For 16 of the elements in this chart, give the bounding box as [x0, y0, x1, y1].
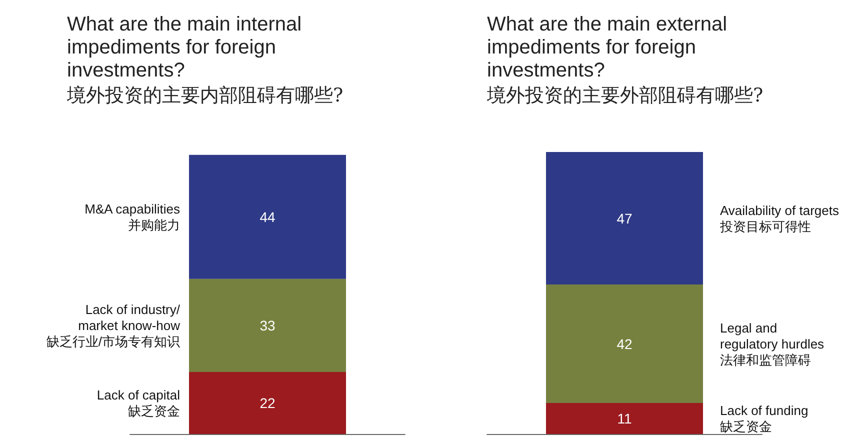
chart-subtitle: 境外投资的主要内部阻碍有哪些? — [66, 84, 344, 106]
series-label: Lack of funding 缺乏资金 — [720, 402, 808, 434]
chart-subtitle: 境外投资的主要外部阻碍有哪些? — [486, 84, 764, 106]
data-label: 44 — [260, 208, 276, 225]
data-label: 42 — [616, 336, 632, 352]
data-label: 33 — [260, 317, 276, 334]
series-label: Lack of industry/ market know-how 缺乏行业/市场专有知识 — [46, 302, 181, 349]
series-label: Availability of targets 投资目标可得性 — [719, 202, 840, 234]
data-label: 47 — [616, 210, 632, 226]
data-label: 11 — [617, 410, 632, 426]
chart-title: What are the main internal impediments for foreign investments? — [67, 14, 308, 82]
series-label: M&A capabilities 并购能力 — [84, 201, 180, 232]
series-label: Lack of capital 缺乏资金 — [96, 387, 180, 418]
data-label: 22 — [260, 394, 276, 411]
series-label: Legal and regulatory hurdles 法律和监管障碍 — [720, 320, 825, 368]
chart-title: What are the main external impediments for foreign investments? — [487, 14, 733, 82]
